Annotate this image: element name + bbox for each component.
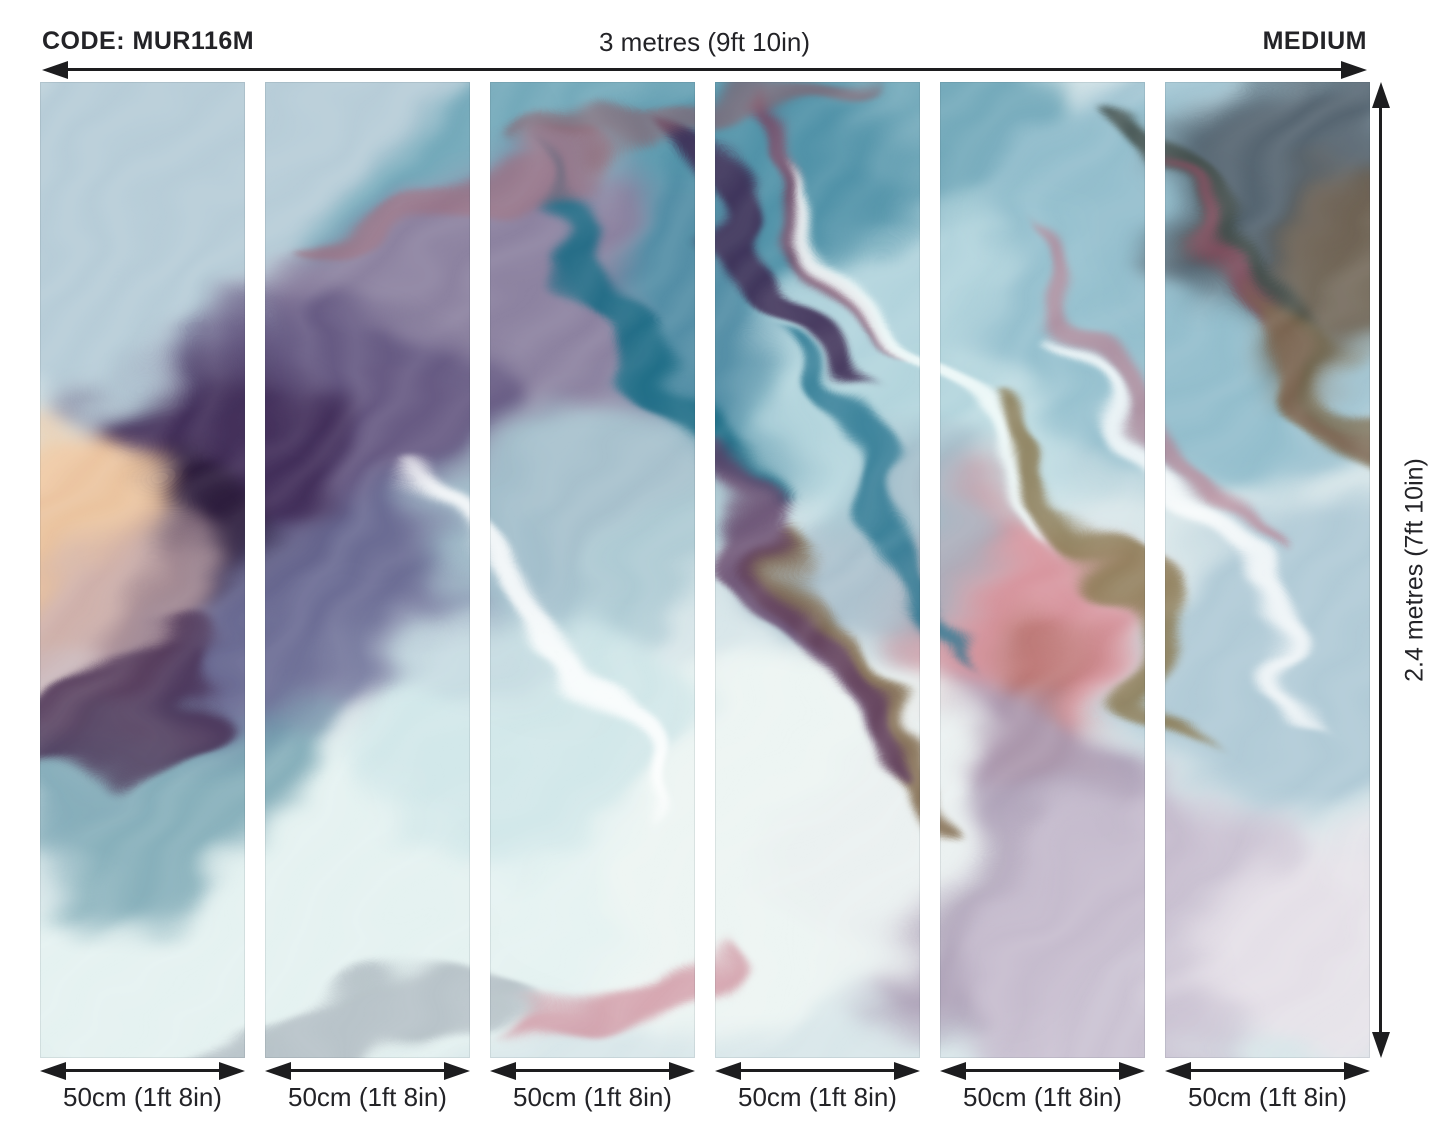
panel-width-arrow-2 [265,1062,470,1080]
arrow-line [1181,1069,1354,1072]
width-dimension-arrow [42,61,1367,79]
panel-width-arrow-1 [40,1062,245,1080]
mural-preview [40,82,1370,1058]
panel-width-label-3: 50cm (1ft 8in) [513,1082,672,1112]
panel-gap [920,82,940,1058]
panel-gap [470,82,490,1058]
panel-width-arrow-5 [940,1062,1145,1080]
panel-width-label-1: 50cm (1ft 8in) [63,1082,222,1112]
total-height-text: 2.4 metres (7ft 10in) [1400,458,1429,682]
arrow-line [58,68,1351,71]
panel-width-label-5: 50cm (1ft 8in) [963,1082,1122,1112]
panel-width-label-2: 50cm (1ft 8in) [288,1082,447,1112]
panel-width-arrow-4 [715,1062,920,1080]
panel-width-label-4: 50cm (1ft 8in) [738,1082,897,1112]
panel-gap [245,82,265,1058]
panel-width-arrow-6 [1165,1062,1370,1080]
panel-gap [695,82,715,1058]
height-dimension-arrow [1372,82,1390,1058]
size-variant-label: MEDIUM [1262,27,1367,55]
arrow-line [56,1069,229,1072]
panel-width-arrow-3 [490,1062,695,1080]
arrow-line [731,1069,904,1072]
panel-gap [1145,82,1165,1058]
total-width-label: 3 metres (9ft 10in) [599,27,810,57]
product-code-label: CODE: MUR116M [42,27,255,55]
panel-width-label-6: 50cm (1ft 8in) [1188,1082,1347,1112]
arrow-line [1379,98,1382,1042]
arrow-line [956,1069,1129,1072]
total-height-label: 2.4 metres (7ft 10in) [1390,82,1440,1058]
arrow-line [281,1069,454,1072]
arrow-line [506,1069,679,1072]
